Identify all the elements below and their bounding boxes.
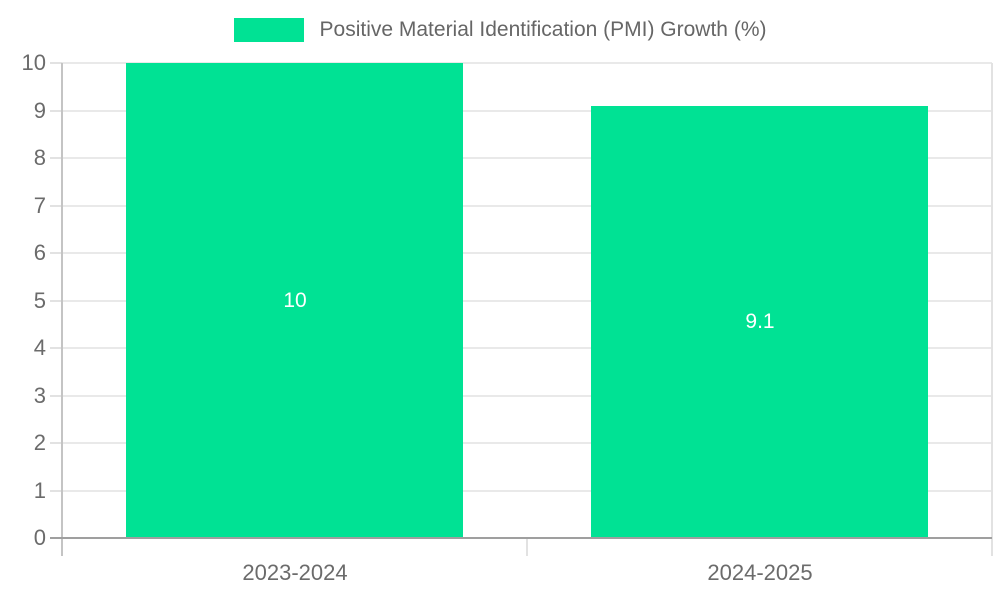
bar-value-label: 9.1 [745,310,775,333]
x-axis-category-label: 2024-2025 [707,560,813,585]
y-axis-tick [50,490,62,492]
y-axis-tick [50,157,62,159]
y-axis-tick [50,205,62,207]
y-gridline [62,252,992,254]
y-axis-tick-label: 0 [33,525,46,550]
y-axis-tick-label: 9 [33,98,46,123]
bar-value-label: 10 [283,289,307,312]
y-axis-tick [50,347,62,349]
y-gridline [62,110,992,112]
x-axis-tick [526,538,528,556]
y-gridline [62,300,992,302]
y-axis-tick [50,395,62,397]
y-gridline [62,157,992,159]
y-axis-tick-label: 4 [33,335,46,360]
plot-right-border [991,63,993,556]
legend-swatch [233,18,304,42]
y-axis-tick-label: 6 [33,240,46,265]
bar-2024-2025[interactable] [591,106,928,538]
legend-label: Positive Material Identification (PMI) G… [319,18,767,41]
y-axis-tick-label: 5 [33,288,46,313]
y-axis-tick [50,300,62,302]
y-axis-tick [50,110,62,112]
y-gridline [62,205,992,207]
y-axis-tick-label: 8 [33,145,46,170]
y-axis-line [61,63,63,556]
y-axis-tick-label: 10 [21,50,46,75]
y-gridline [62,62,992,64]
y-gridline [62,395,992,397]
x-axis-category-label: 2023-2024 [242,560,348,585]
y-axis-tick [50,442,62,444]
y-axis-tick [50,252,62,254]
bar-2023-2024[interactable] [126,63,463,538]
y-axis-tick-label: 1 [33,478,46,503]
y-axis-tick-label: 2 [33,430,46,455]
y-axis-tick [50,62,62,64]
x-axis-line [50,537,992,539]
y-axis-tick-label: 3 [33,383,46,408]
legend-item[interactable]: Positive Material Identification (PMI) G… [0,14,1000,46]
y-gridline [62,347,992,349]
y-axis-tick-label: 7 [33,193,46,218]
y-gridline [62,490,992,492]
y-gridline [62,442,992,444]
